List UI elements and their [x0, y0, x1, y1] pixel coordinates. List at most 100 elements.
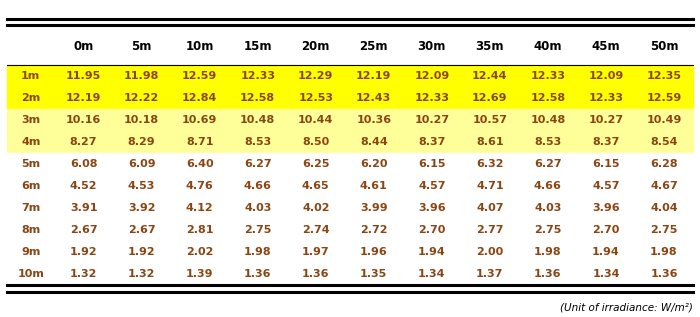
Text: 12.59: 12.59	[646, 93, 682, 103]
Text: 12.53: 12.53	[298, 93, 333, 103]
Text: 8.50: 8.50	[302, 137, 330, 147]
Text: 12.69: 12.69	[472, 93, 507, 103]
Text: 3.92: 3.92	[128, 203, 155, 213]
Text: 1.36: 1.36	[534, 269, 561, 279]
Bar	[7, 241, 693, 263]
Text: 2.00: 2.00	[476, 247, 503, 257]
Text: 25m: 25m	[360, 40, 388, 53]
Text: 11.95: 11.95	[66, 71, 102, 81]
Bar	[7, 65, 693, 87]
Text: 1.94: 1.94	[592, 247, 620, 257]
Text: 9m: 9m	[21, 247, 41, 257]
Text: 12.84: 12.84	[182, 93, 218, 103]
Text: 2.75: 2.75	[244, 225, 272, 235]
Text: 4.61: 4.61	[360, 181, 388, 191]
Text: 4.71: 4.71	[476, 181, 504, 191]
Text: 2.70: 2.70	[418, 225, 445, 235]
Text: 2.75: 2.75	[650, 225, 678, 235]
Text: 4.03: 4.03	[534, 203, 561, 213]
Text: 30m: 30m	[418, 40, 446, 53]
Text: 10.18: 10.18	[124, 115, 159, 125]
Text: 3.96: 3.96	[592, 203, 620, 213]
Text: 12.33: 12.33	[414, 93, 449, 103]
Text: 2.67: 2.67	[128, 225, 155, 235]
Bar	[7, 197, 693, 219]
Text: 12.33: 12.33	[240, 71, 275, 81]
Text: 12.35: 12.35	[647, 71, 682, 81]
Text: 6.15: 6.15	[592, 159, 620, 169]
Text: 1.36: 1.36	[302, 269, 330, 279]
Text: 10.16: 10.16	[66, 115, 102, 125]
Text: 1.98: 1.98	[534, 247, 561, 257]
Text: 8.61: 8.61	[476, 137, 504, 147]
Text: 6.32: 6.32	[476, 159, 503, 169]
Text: 8.44: 8.44	[360, 137, 388, 147]
Text: 0m: 0m	[74, 40, 94, 53]
Text: 4.66: 4.66	[534, 181, 562, 191]
Text: 1.92: 1.92	[70, 247, 97, 257]
Text: 12.09: 12.09	[588, 71, 624, 81]
Text: 12.43: 12.43	[356, 93, 391, 103]
Text: 8m: 8m	[21, 225, 41, 235]
Text: 2.67: 2.67	[70, 225, 97, 235]
Text: 12.29: 12.29	[298, 71, 333, 81]
Text: 12.58: 12.58	[531, 93, 566, 103]
Text: 10.48: 10.48	[531, 115, 566, 125]
Text: 3.96: 3.96	[418, 203, 446, 213]
Text: (Unit of irradiance: W/m²): (Unit of irradiance: W/m²)	[560, 303, 693, 313]
Text: 3.91: 3.91	[70, 203, 97, 213]
Text: 12.44: 12.44	[472, 71, 507, 81]
Text: 1.32: 1.32	[70, 269, 97, 279]
Text: 4.02: 4.02	[302, 203, 330, 213]
Text: 12.22: 12.22	[124, 93, 160, 103]
Text: 1.37: 1.37	[476, 269, 503, 279]
Text: 1.98: 1.98	[650, 247, 678, 257]
Bar	[7, 175, 693, 197]
Text: 8.37: 8.37	[592, 137, 620, 147]
Text: 50m: 50m	[650, 40, 678, 53]
Text: 4.53: 4.53	[128, 181, 155, 191]
Text: 6.20: 6.20	[360, 159, 388, 169]
Text: 5m: 5m	[132, 40, 152, 53]
Text: 8.53: 8.53	[244, 137, 272, 147]
Text: 2.75: 2.75	[534, 225, 561, 235]
Text: 1.35: 1.35	[360, 269, 387, 279]
Text: 45m: 45m	[592, 40, 620, 53]
Text: 8.71: 8.71	[186, 137, 214, 147]
Text: 12.33: 12.33	[531, 71, 566, 81]
Text: 35m: 35m	[475, 40, 504, 53]
Text: 4.76: 4.76	[186, 181, 214, 191]
Text: 3.99: 3.99	[360, 203, 388, 213]
Text: 10.36: 10.36	[356, 115, 391, 125]
Text: 12.58: 12.58	[240, 93, 275, 103]
Text: 12.09: 12.09	[414, 71, 449, 81]
Text: 15m: 15m	[244, 40, 272, 53]
Text: 2.72: 2.72	[360, 225, 388, 235]
Text: 6.25: 6.25	[302, 159, 330, 169]
Text: 10.27: 10.27	[589, 115, 624, 125]
Text: 1m: 1m	[21, 71, 41, 81]
Text: 1.36: 1.36	[650, 269, 678, 279]
Text: 6.27: 6.27	[244, 159, 272, 169]
Text: 10m: 10m	[18, 269, 44, 279]
Text: 8.27: 8.27	[70, 137, 97, 147]
Text: 7m: 7m	[21, 203, 41, 213]
Text: 6m: 6m	[21, 181, 41, 191]
Text: 2.81: 2.81	[186, 225, 214, 235]
Text: 1.98: 1.98	[244, 247, 272, 257]
Text: 10.49: 10.49	[646, 115, 682, 125]
Text: 1.34: 1.34	[418, 269, 446, 279]
Text: 1.96: 1.96	[360, 247, 388, 257]
Bar	[7, 87, 693, 109]
Text: 4.07: 4.07	[476, 203, 503, 213]
Text: 12.19: 12.19	[356, 71, 391, 81]
Bar	[7, 263, 693, 285]
Text: 8.37: 8.37	[418, 137, 445, 147]
Text: 6.15: 6.15	[418, 159, 446, 169]
Text: 1.39: 1.39	[186, 269, 214, 279]
Text: 1.34: 1.34	[592, 269, 620, 279]
Text: 10m: 10m	[186, 40, 214, 53]
Text: 8.29: 8.29	[128, 137, 155, 147]
Bar	[7, 219, 693, 241]
Text: 12.19: 12.19	[66, 93, 102, 103]
